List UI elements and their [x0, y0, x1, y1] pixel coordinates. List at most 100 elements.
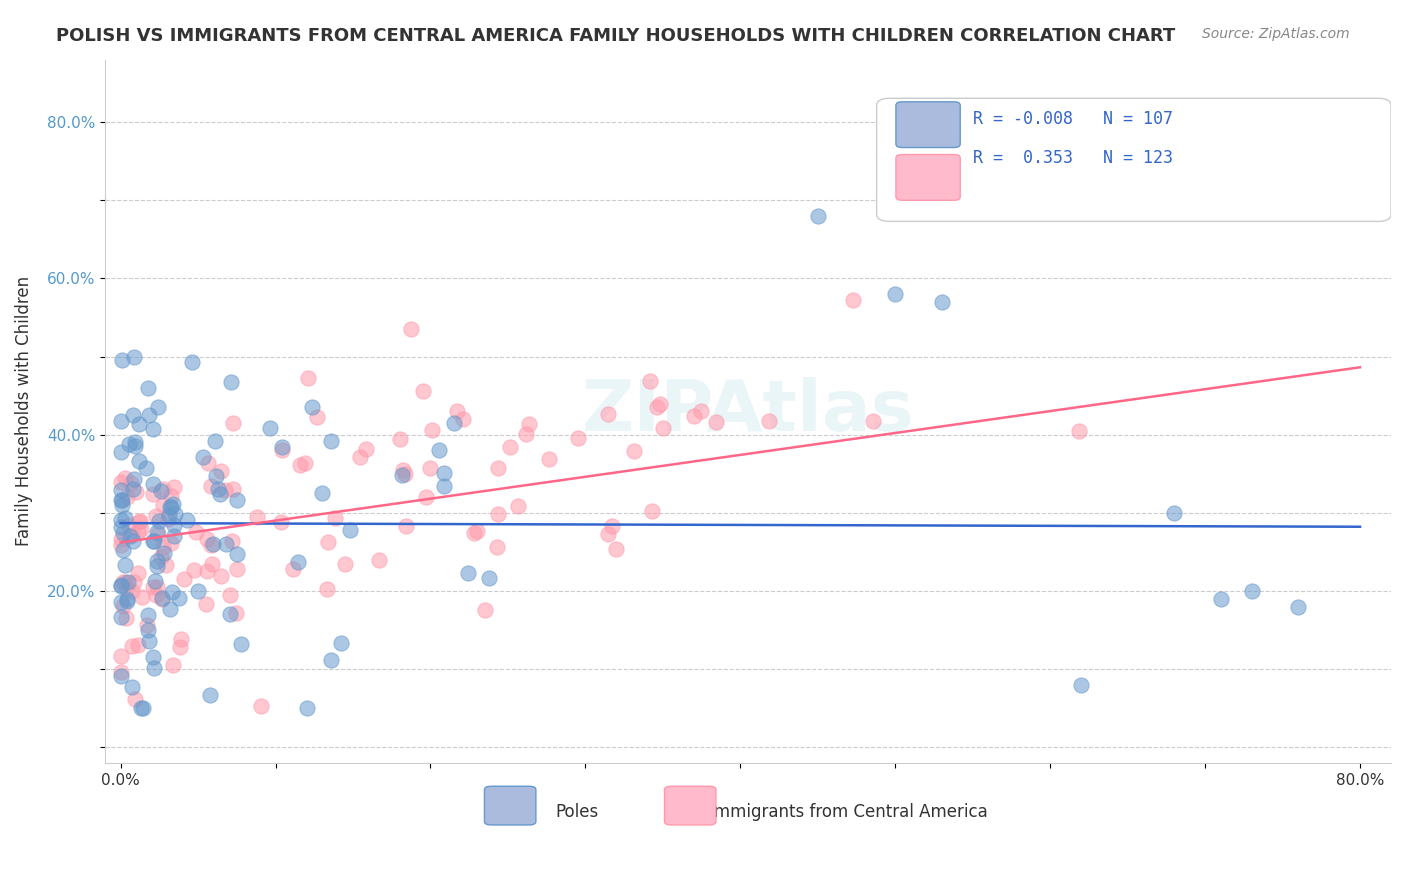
Poles [146, 558, 169, 573]
Poles [931, 294, 953, 309]
Immigrants from Central America [110, 648, 132, 663]
Poles [167, 591, 190, 605]
Poles [132, 701, 155, 715]
Poles [301, 401, 323, 415]
Poles [146, 554, 169, 568]
Poles [884, 287, 907, 301]
Immigrants from Central America [638, 374, 661, 388]
Poles [200, 688, 222, 702]
Poles [427, 442, 450, 457]
Y-axis label: Family Households with Children: Family Households with Children [15, 277, 32, 547]
Immigrants from Central America [1067, 424, 1090, 438]
Poles [114, 558, 136, 573]
Immigrants from Central America [270, 442, 292, 457]
FancyBboxPatch shape [896, 102, 960, 147]
Poles [160, 500, 183, 515]
Poles [110, 610, 132, 624]
Immigrants from Central America [146, 580, 169, 594]
Poles [138, 634, 160, 648]
Immigrants from Central America [110, 538, 132, 552]
Immigrants from Central America [623, 444, 645, 458]
Immigrants from Central America [114, 611, 136, 625]
Immigrants from Central America [125, 485, 148, 500]
Poles [163, 517, 186, 532]
Immigrants from Central America [641, 504, 664, 518]
Poles [110, 520, 132, 534]
Poles [187, 583, 209, 598]
Poles [297, 701, 319, 715]
Immigrants from Central America [419, 461, 441, 475]
Poles [118, 529, 141, 543]
Immigrants from Central America [122, 575, 145, 590]
Immigrants from Central America [121, 639, 143, 653]
Poles [457, 566, 479, 581]
Poles [150, 591, 173, 606]
Poles [201, 537, 224, 551]
Immigrants from Central America [683, 409, 706, 424]
Poles [111, 353, 134, 368]
Immigrants from Central America [600, 518, 623, 533]
Text: R =  0.353   N = 123: R = 0.353 N = 123 [973, 149, 1173, 167]
Immigrants from Central America [159, 490, 181, 504]
Immigrants from Central America [596, 407, 619, 421]
Immigrants from Central America [270, 515, 292, 529]
Text: R = -0.008   N = 107: R = -0.008 N = 107 [973, 111, 1173, 128]
Poles [218, 607, 240, 622]
Immigrants from Central America [486, 540, 509, 554]
Poles [128, 417, 150, 431]
Immigrants from Central America [598, 527, 620, 541]
Poles [110, 414, 132, 428]
Immigrants from Central America [121, 528, 143, 542]
Poles [259, 421, 281, 435]
Immigrants from Central America [446, 403, 468, 417]
Immigrants from Central America [200, 479, 222, 493]
Poles [1240, 584, 1263, 599]
Poles [124, 439, 146, 453]
Immigrants from Central America [486, 508, 509, 522]
Immigrants from Central America [333, 557, 356, 571]
Poles [146, 525, 169, 540]
Poles [1070, 678, 1092, 692]
Poles [122, 472, 145, 486]
Poles [112, 543, 135, 558]
Immigrants from Central America [184, 524, 207, 539]
Poles [128, 454, 150, 468]
Immigrants from Central America [395, 518, 418, 533]
Immigrants from Central America [131, 590, 153, 604]
Immigrants from Central America [515, 426, 537, 441]
Immigrants from Central America [225, 606, 247, 620]
Poles [321, 653, 343, 667]
Immigrants from Central America [689, 404, 711, 418]
FancyBboxPatch shape [665, 786, 716, 825]
Immigrants from Central America [222, 482, 245, 496]
Immigrants from Central America [249, 699, 271, 714]
Immigrants from Central America [652, 420, 675, 434]
Immigrants from Central America [111, 599, 134, 613]
Poles [121, 680, 143, 694]
Poles [110, 579, 132, 593]
Poles [165, 507, 187, 521]
Poles [122, 483, 145, 497]
Immigrants from Central America [209, 569, 232, 583]
Poles [136, 381, 159, 395]
Immigrants from Central America [214, 483, 236, 497]
Immigrants from Central America [394, 467, 416, 482]
Poles [111, 492, 134, 507]
Poles [207, 482, 229, 496]
Poles [159, 602, 181, 616]
Poles [443, 416, 465, 430]
Poles [115, 593, 138, 607]
Immigrants from Central America [152, 499, 174, 513]
Text: Immigrants from Central America: Immigrants from Central America [710, 804, 988, 822]
Poles [160, 584, 183, 599]
Poles [209, 486, 232, 500]
Poles [162, 498, 184, 512]
Immigrants from Central America [195, 532, 218, 546]
Immigrants from Central America [110, 665, 132, 679]
Poles [129, 701, 152, 715]
Poles [124, 434, 146, 449]
Immigrants from Central America [195, 597, 218, 611]
Poles [807, 209, 830, 223]
Immigrants from Central America [474, 603, 496, 617]
Immigrants from Central America [145, 509, 167, 524]
